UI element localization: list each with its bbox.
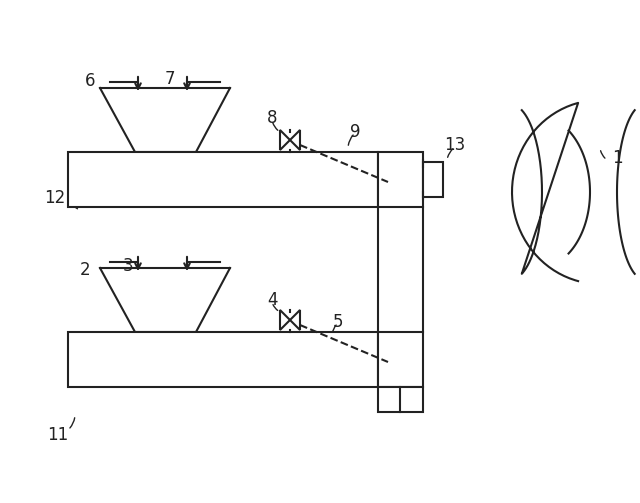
Bar [68, 152, 378, 207]
Text: 12: 12 [44, 189, 66, 207]
Text: 6: 6 [84, 72, 95, 90]
Text: 9: 9 [349, 123, 360, 141]
Text: 11: 11 [47, 426, 68, 444]
Bar [378, 152, 423, 207]
Text: 7: 7 [164, 70, 175, 88]
Bar [378, 332, 423, 387]
Text: 1: 1 [612, 149, 623, 167]
Text: 8: 8 [267, 109, 277, 127]
Text: 3: 3 [123, 257, 133, 275]
Bar [423, 162, 443, 197]
Bar [378, 387, 423, 412]
Text: 13: 13 [444, 136, 466, 154]
Bar [68, 332, 378, 387]
Text: 5: 5 [333, 313, 343, 331]
Text: 2: 2 [80, 261, 90, 279]
Text: 4: 4 [267, 291, 277, 309]
